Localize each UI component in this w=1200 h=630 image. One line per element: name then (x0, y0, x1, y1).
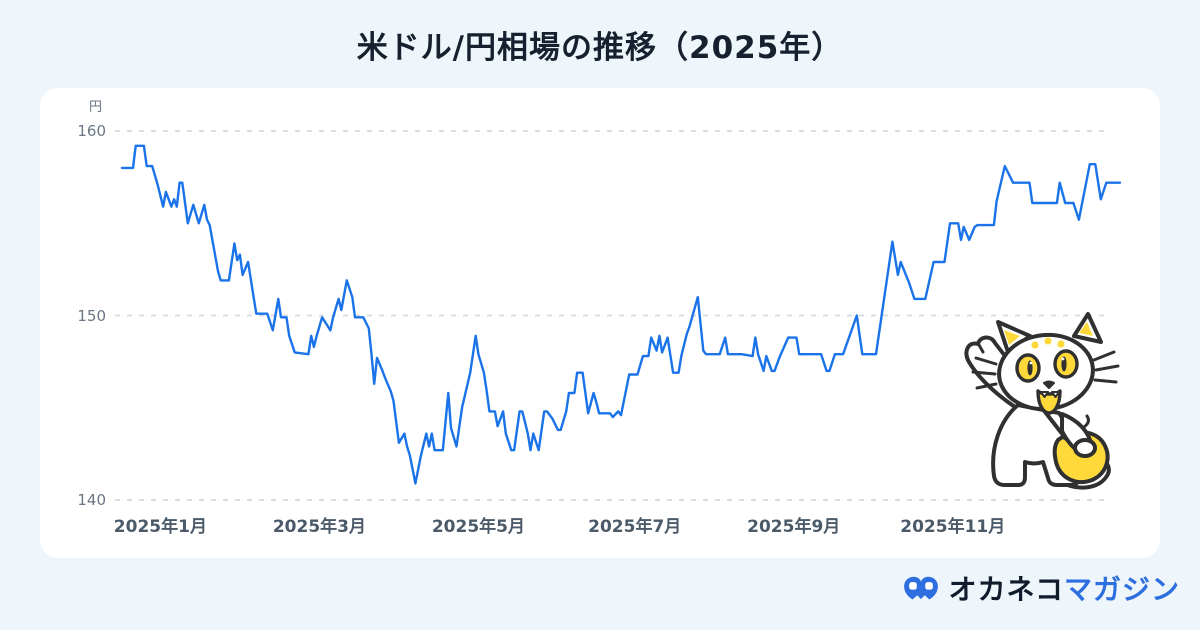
y-axis-label: 160 (77, 122, 106, 140)
x-axis-label: 2025年5月 (431, 517, 525, 537)
page-title: 米ドル/円相場の推移（2025年） (356, 30, 844, 66)
site-logo: オカネコマガジン (902, 570, 1180, 610)
x-axis-label: 2025年9月 (747, 517, 841, 537)
y-axis-label: 150 (77, 306, 106, 325)
logo-text-blue: マガジン (1063, 573, 1180, 606)
x-axis-label: 2025年7月 (588, 517, 682, 537)
logo-text: オカネコマガジン (949, 570, 1180, 610)
y-axis-label: 140 (77, 491, 106, 509)
usdjpy-line-series (120, 144, 1122, 485)
x-axis-label: 2025年1月 (113, 517, 207, 537)
okaneko-cat-face-icon (903, 576, 938, 600)
logo-text-dark: オカネコ (948, 573, 1064, 606)
x-axis-label: 2025年11月 (900, 517, 1006, 537)
chart-plot (115, 130, 1122, 501)
y-axis-unit-label: 円 (88, 100, 102, 115)
x-axis-label: 2025年3月 (272, 517, 366, 537)
cat-mascot-illustration (964, 312, 1120, 490)
chart-card: 円 160 150 140 2025年1月 2025年3月 2025年5月 2025年7月… (40, 88, 1160, 558)
